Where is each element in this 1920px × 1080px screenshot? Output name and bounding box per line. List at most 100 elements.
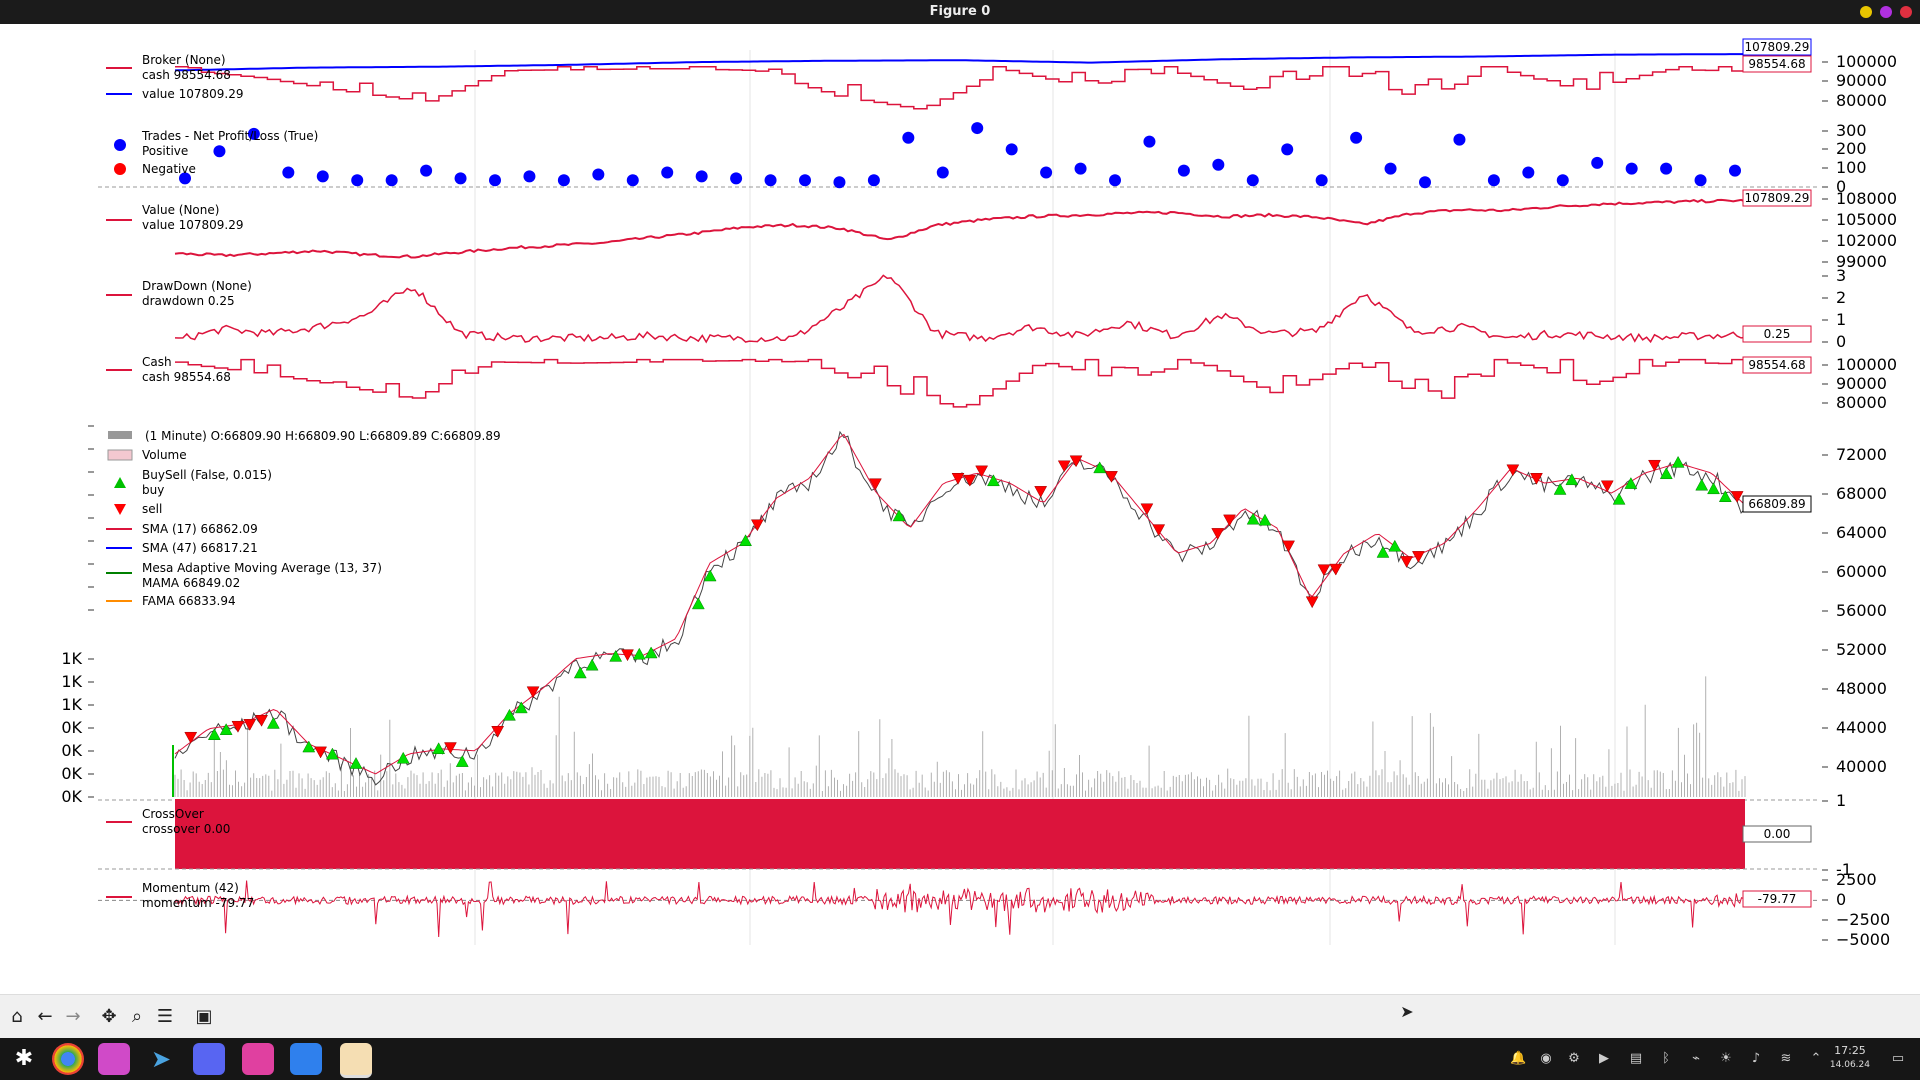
buy-marker [1553, 482, 1567, 495]
trade-positive-marker [626, 174, 639, 187]
launcher-icon[interactable]: ✱ [14, 1046, 34, 1071]
maximize-button[interactable] [1880, 6, 1892, 18]
volume-tick-label: 0K [61, 718, 82, 737]
zoom-icon[interactable]: ⌕ [131, 1006, 143, 1027]
drawdown-legend: DrawDown (None) drawdown 0.25 [106, 279, 252, 308]
clipboard-icon[interactable]: ▤ [1629, 1051, 1643, 1066]
activity-icon[interactable]: ⌁ [1692, 1051, 1700, 1066]
volume-legend-icon [107, 449, 133, 461]
legend-text: crossover 0.00 [142, 822, 230, 836]
forward-icon[interactable]: → [65, 1006, 81, 1027]
buy-marker [1718, 490, 1732, 502]
close-button[interactable] [1900, 6, 1912, 18]
volume-icon[interactable]: ♪ [1751, 1051, 1761, 1066]
trades-tick-label: 300 [1836, 121, 1867, 140]
legend-text: value 107809.29 [142, 218, 243, 232]
buy-marker [703, 569, 717, 582]
trade-positive-marker [867, 174, 880, 187]
brightness-icon[interactable]: ☀ [1720, 1051, 1732, 1066]
sell-marker [444, 742, 457, 755]
momentum-tick-label: 0 [1836, 890, 1846, 909]
value-legend: Value (None) value 107809.29 [106, 203, 243, 232]
save-icon[interactable]: ▣ [195, 1006, 213, 1027]
buy-legend-marker [114, 477, 126, 488]
buy-marker [585, 658, 599, 671]
buy-marker [396, 751, 410, 764]
trades-panel [179, 122, 1741, 189]
crossover-legend: CrossOver crossover 0.00 [106, 807, 230, 836]
figure-app-icon[interactable] [340, 1043, 372, 1078]
buy-marker [892, 509, 906, 522]
configure-subplots-icon[interactable]: ☰ [156, 1006, 174, 1027]
telegram-icon[interactable]: ➤ [150, 1045, 172, 1073]
buy-marker [1565, 473, 1579, 486]
trade-positive-marker [764, 174, 777, 187]
trade-positive-marker [730, 172, 743, 185]
discord-tray-icon[interactable]: ◉ [1540, 1051, 1552, 1066]
trade-positive-marker [1694, 174, 1707, 187]
sell-marker [491, 726, 505, 738]
pan-icon[interactable]: ✥ [101, 1006, 117, 1027]
volume-tick-label: 1K [61, 672, 82, 691]
price-tick-label: 68000 [1836, 484, 1887, 503]
value-line [174, 198, 1746, 259]
broker-value-line [174, 53, 1745, 72]
notification-icon[interactable]: 🔔 [1510, 1051, 1527, 1066]
files-icon[interactable] [98, 1043, 130, 1075]
buy-marker [1376, 545, 1390, 558]
home-icon[interactable]: ⌂ [11, 1006, 23, 1027]
clock[interactable]: 17:25 14.06.24 [1829, 1044, 1870, 1070]
trade-positive-marker [1143, 135, 1156, 148]
buy-marker [302, 740, 316, 753]
buy-marker [455, 755, 469, 767]
sma17-line [174, 433, 1746, 775]
buy-marker [1624, 477, 1638, 489]
sell-marker [1211, 528, 1225, 540]
wifi-icon[interactable]: ≋ [1780, 1051, 1792, 1066]
y-axes: 1000009000080000300200100010800010500010… [61, 52, 1897, 949]
sell-marker [1648, 459, 1661, 472]
buy-marker [207, 728, 221, 740]
badge-label: 107809.29 [1745, 191, 1810, 205]
trade-positive-marker [1660, 162, 1673, 175]
badge-label: 0.25 [1764, 327, 1791, 341]
volume-bars [172, 676, 1746, 797]
sell-marker [621, 649, 634, 662]
bluetooth-icon[interactable]: ᛒ [1662, 1051, 1670, 1066]
buy-marker [514, 701, 528, 714]
momentum-legend: Momentum (42) momentum -79.77 [106, 881, 254, 910]
media-icon[interactable]: ▶ [1599, 1051, 1609, 1066]
legend-text: DrawDown (None) [142, 279, 252, 293]
show-desktop-icon[interactable]: ▭ [1891, 1051, 1905, 1066]
buy-marker [691, 597, 705, 610]
sell-marker [1329, 563, 1343, 576]
minimize-button[interactable] [1860, 6, 1872, 18]
discord-icon[interactable] [193, 1043, 225, 1075]
sell-marker [750, 519, 764, 532]
sell-marker [1057, 460, 1071, 473]
buy-marker [573, 666, 587, 679]
buy-marker [219, 723, 233, 735]
sell-marker [1282, 540, 1295, 553]
vscode-icon[interactable] [290, 1043, 322, 1075]
legend-text: sell [142, 502, 162, 516]
legend-text: value 107809.29 [142, 87, 243, 101]
sell-marker [951, 472, 965, 485]
legend-text: buy [142, 483, 164, 497]
chrome-icon[interactable] [52, 1043, 84, 1075]
legend-text: Cash [142, 355, 172, 369]
sell-marker [1530, 473, 1543, 485]
figure-canvas[interactable]: Broker (None) cash 98554.68 value 107809… [0, 24, 1920, 994]
title-bar: Figure 0 [0, 0, 1920, 24]
trade-positive-marker [1729, 164, 1741, 177]
sell-marker [1730, 491, 1744, 503]
buy-marker [349, 757, 363, 769]
chevron-up-icon[interactable]: ⌃ [1810, 1051, 1822, 1066]
badge-box [1742, 356, 1812, 374]
terminal-icon[interactable] [242, 1043, 274, 1075]
sell-marker [868, 478, 882, 491]
steam-icon[interactable]: ⚙ [1568, 1051, 1580, 1066]
momentum-tick-label: 2500 [1836, 870, 1877, 889]
back-icon[interactable]: ← [37, 1006, 53, 1027]
sell-marker [1600, 480, 1614, 493]
